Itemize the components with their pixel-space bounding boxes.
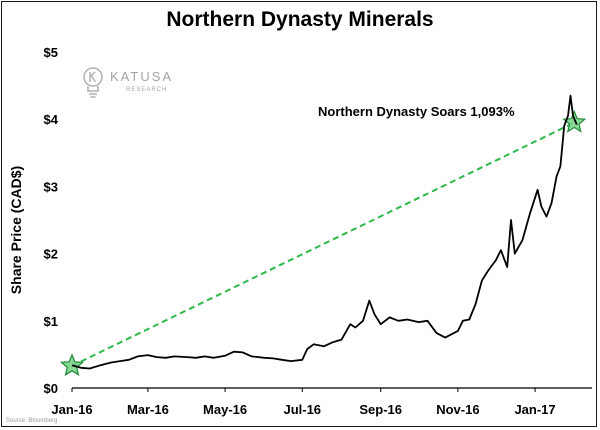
end-star-marker [562, 110, 587, 133]
trend-line-group [60, 110, 587, 376]
x-tick-label: Nov-16 [436, 402, 479, 417]
source-note: Source: Bloomberg [6, 418, 58, 424]
x-tick-label: May-16 [203, 402, 247, 417]
series-group [71, 94, 578, 370]
x-tick-label: Jan-16 [51, 402, 92, 417]
y-tick-label: $0 [44, 381, 58, 396]
trend-line [71, 121, 575, 367]
chart-annotation: Northern Dynasty Soars 1,093% [318, 104, 515, 119]
lightbulb-icon [83, 67, 103, 98]
tick-labels: $0 $1 $2 $3 $4 $5 Jan-16 Mar-16 May-16 Jul-16 Sep-… [44, 45, 556, 417]
price-series-line [71, 94, 578, 370]
x-tick-label: Sep-16 [359, 402, 402, 417]
x-tick-label: Mar-16 [127, 402, 169, 417]
start-star-marker [60, 353, 84, 376]
y-tick-label: $5 [44, 45, 58, 60]
x-tick-label: Jan-17 [514, 402, 555, 417]
katusa-logo: KATUSA RESEARCH [82, 66, 192, 106]
logo-subtitle: RESEARCH [126, 87, 168, 93]
logo-name: KATUSA [110, 69, 174, 84]
y-tick-label: $1 [44, 314, 58, 329]
chart-title: Northern Dynasty Minerals [166, 8, 434, 31]
y-tick-label: $4 [44, 112, 59, 127]
x-tick-label: Jul-16 [283, 402, 321, 417]
y-tick-label: $2 [44, 247, 58, 262]
chart-axes [71, 387, 592, 392]
y-tick-label: $3 [44, 179, 58, 194]
